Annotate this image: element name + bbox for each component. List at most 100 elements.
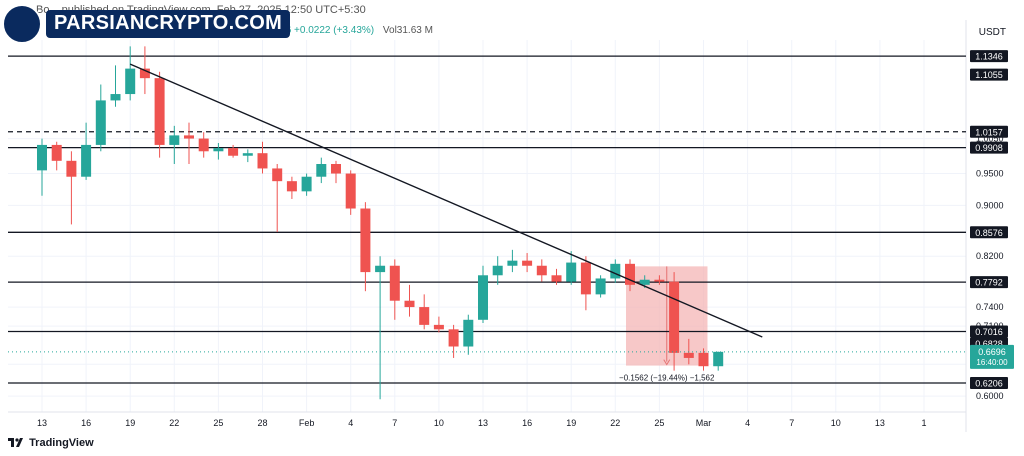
ohlc-readout: 413 C0.6696 +0.0222 (+3.43%) Vol31.63 M bbox=[234, 25, 433, 36]
level-tag-label: 1.1346 bbox=[975, 52, 1003, 62]
y-tick-label: 0.8200 bbox=[976, 251, 1004, 261]
bitcoin-logo-icon bbox=[2, 4, 42, 44]
candle-body bbox=[331, 164, 341, 174]
candle-body bbox=[257, 153, 268, 169]
candle-body bbox=[419, 307, 430, 325]
candle bbox=[536, 259, 547, 282]
candle bbox=[169, 125, 180, 164]
level-tag bbox=[970, 325, 1008, 338]
level-tag-label: 0.7016 bbox=[975, 327, 1003, 337]
candle bbox=[478, 265, 488, 323]
candle bbox=[213, 143, 224, 160]
candle-body bbox=[492, 265, 503, 276]
candle-body bbox=[566, 262, 577, 282]
x-tick-label: 7 bbox=[392, 418, 397, 428]
measure-arrowhead-icon bbox=[663, 359, 671, 366]
candle bbox=[125, 46, 136, 101]
candle-body bbox=[228, 148, 239, 156]
candle bbox=[51, 141, 62, 171]
candle bbox=[610, 259, 621, 283]
x-tick-label: Mar bbox=[696, 418, 712, 428]
candle-body bbox=[272, 168, 283, 182]
x-tick-label: 4 bbox=[348, 418, 353, 428]
candle-body bbox=[286, 181, 297, 192]
candle-body bbox=[242, 153, 253, 156]
tradingview-logo-icon bbox=[8, 438, 23, 447]
candle bbox=[595, 275, 606, 298]
level-tag-label: 0.9908 bbox=[975, 143, 1003, 153]
candle-body bbox=[360, 208, 371, 273]
candle-body bbox=[81, 144, 92, 177]
watermark-logo: PARSIANCRYPTO.COM bbox=[0, 2, 291, 44]
x-tick-label: 4 bbox=[745, 418, 750, 428]
plot-area bbox=[8, 40, 966, 412]
candle bbox=[522, 253, 533, 273]
candle bbox=[492, 256, 503, 285]
level-tag bbox=[970, 50, 1008, 63]
candle bbox=[625, 259, 635, 292]
countdown-label: 16:40:00 bbox=[976, 358, 1008, 367]
last-price-label: 0.6696 bbox=[978, 347, 1006, 357]
candle-body bbox=[301, 176, 312, 192]
candle bbox=[316, 157, 327, 184]
candle-body bbox=[345, 173, 356, 209]
candle bbox=[360, 202, 371, 292]
candle-body bbox=[139, 68, 150, 79]
x-tick-label: Feb bbox=[299, 418, 315, 428]
candle bbox=[713, 351, 724, 371]
x-tick-label: 10 bbox=[831, 418, 841, 428]
candle bbox=[566, 251, 577, 285]
candle-body bbox=[683, 352, 694, 358]
candle-body bbox=[198, 138, 209, 152]
candle bbox=[654, 275, 665, 285]
x-tick-label: 25 bbox=[213, 418, 223, 428]
candle bbox=[66, 151, 77, 225]
candle-body bbox=[66, 160, 77, 177]
candle bbox=[404, 284, 415, 317]
candle-body bbox=[580, 262, 591, 295]
x-tick-label: 16 bbox=[81, 418, 91, 428]
candle-body bbox=[698, 352, 709, 367]
candle-body bbox=[522, 260, 533, 266]
candle-body bbox=[463, 319, 474, 347]
candle bbox=[375, 256, 386, 400]
candle bbox=[228, 144, 239, 158]
candle-body bbox=[625, 263, 635, 285]
y-tick-label: 0.6000 bbox=[976, 391, 1004, 401]
candle-body bbox=[478, 275, 488, 320]
candle-body bbox=[404, 300, 415, 308]
last-price-tag bbox=[970, 344, 1014, 369]
candle-body bbox=[51, 144, 62, 161]
candle bbox=[301, 173, 312, 196]
candle-body bbox=[110, 94, 121, 101]
candle bbox=[448, 324, 459, 358]
candle-body bbox=[639, 279, 650, 285]
x-tick-label: 1 bbox=[921, 418, 926, 428]
candle-body bbox=[375, 265, 386, 273]
candle-body bbox=[433, 324, 444, 330]
measure-label: −0.1562 (−19.44%) −1,562 bbox=[619, 374, 715, 383]
candle bbox=[331, 160, 341, 184]
level-tag-label: 1.0157 bbox=[975, 127, 1003, 137]
x-tick-label: 16 bbox=[522, 418, 532, 428]
x-tick-label: 19 bbox=[566, 418, 576, 428]
candle-body bbox=[669, 281, 680, 353]
y-tick-label: 0.7400 bbox=[976, 302, 1004, 312]
tradingview-brand[interactable]: TradingView bbox=[8, 437, 94, 449]
y-tick-label: 0.9500 bbox=[976, 169, 1004, 179]
volume-readout: Vol31.63 M bbox=[382, 25, 433, 36]
level-tag-label: 0.7792 bbox=[975, 278, 1003, 288]
candle-body bbox=[316, 164, 327, 177]
candle bbox=[257, 141, 268, 174]
x-tick-label: 13 bbox=[37, 418, 47, 428]
candle-body bbox=[213, 148, 224, 152]
candle bbox=[345, 170, 356, 215]
candle-body bbox=[169, 135, 180, 145]
candle-body bbox=[536, 265, 547, 276]
level-tag bbox=[970, 226, 1008, 239]
candle bbox=[551, 268, 562, 285]
candle bbox=[433, 316, 444, 333]
candle bbox=[389, 259, 400, 320]
candle-body bbox=[184, 135, 194, 139]
